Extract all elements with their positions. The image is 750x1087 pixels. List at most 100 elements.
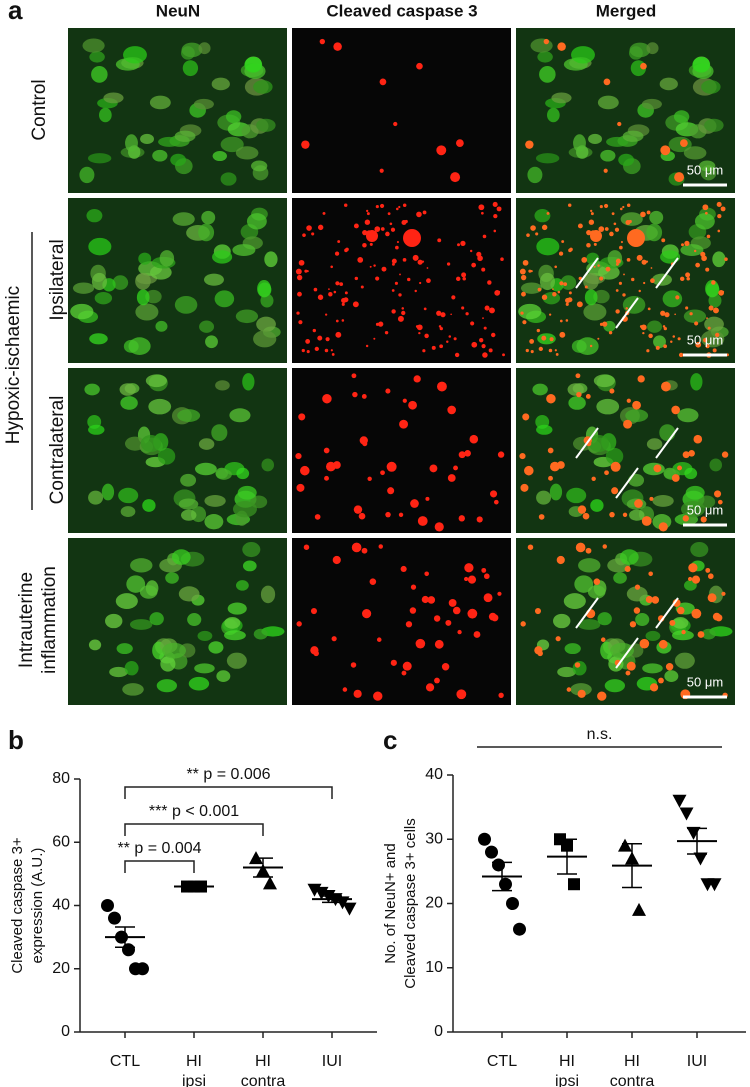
- cell: [547, 107, 560, 123]
- micrograph: [292, 28, 511, 193]
- cell: [172, 212, 195, 226]
- cell: [583, 272, 599, 290]
- red-spot: [717, 229, 721, 233]
- red-spot: [602, 321, 608, 327]
- red-spot: [483, 573, 490, 580]
- cell: [253, 80, 273, 94]
- red-spot: [462, 276, 466, 281]
- red-spot: [436, 145, 447, 156]
- cell: [692, 57, 711, 73]
- red-spot: [296, 483, 305, 492]
- red-spot: [445, 619, 452, 626]
- red-spot: [586, 230, 592, 236]
- cell: [91, 65, 108, 83]
- red-spot: [434, 522, 444, 532]
- cell: [597, 95, 619, 110]
- cell: [181, 42, 203, 58]
- red-spot: [721, 290, 725, 293]
- red-spot: [707, 573, 714, 580]
- cell: [88, 424, 105, 435]
- red-spot: [339, 282, 344, 287]
- cell: [705, 280, 720, 298]
- row-label: Contralateral: [47, 396, 68, 505]
- red-spot: [304, 269, 308, 273]
- cell: [574, 575, 594, 593]
- red-spot: [620, 240, 624, 244]
- red-spot: [552, 292, 557, 297]
- y-axis-label: expression (A.U.): [29, 848, 46, 964]
- cell: [645, 630, 661, 642]
- red-spot: [374, 226, 381, 233]
- cell: [520, 282, 543, 294]
- red-spot: [639, 638, 650, 649]
- red-spot: [643, 281, 646, 285]
- red-spot: [678, 352, 684, 358]
- red-spot: [492, 201, 498, 207]
- red-spot: [296, 311, 300, 315]
- cell: [140, 434, 162, 452]
- cell: [662, 290, 683, 308]
- red-spot: [402, 203, 407, 207]
- data-point: [499, 877, 512, 891]
- red-spot: [589, 344, 593, 348]
- red-spot: [335, 319, 339, 323]
- red-spot: [379, 168, 384, 173]
- red-spot: [520, 621, 526, 627]
- red-spot: [581, 257, 588, 263]
- red-spot: [361, 547, 368, 554]
- red-spot: [366, 230, 378, 242]
- cell: [253, 628, 268, 640]
- cell: [642, 663, 663, 674]
- red-spot: [390, 659, 397, 666]
- red-spot: [549, 313, 552, 316]
- red-spot: [296, 621, 302, 627]
- red-spot: [481, 567, 487, 573]
- cell: [162, 642, 186, 659]
- red-spot: [425, 683, 435, 692]
- red-spot: [328, 292, 333, 297]
- red-spot: [457, 629, 462, 635]
- cell: [709, 458, 723, 472]
- red-spot: [599, 276, 604, 281]
- cell: [253, 330, 277, 348]
- red-spot: [331, 353, 335, 356]
- red-spot: [530, 350, 534, 354]
- cell: [216, 670, 231, 682]
- red-spot: [713, 490, 722, 498]
- data-point: [478, 832, 491, 846]
- cell: [683, 146, 707, 160]
- cell: [124, 436, 145, 451]
- significance-label: n.s.: [587, 726, 613, 743]
- red-spot: [298, 413, 306, 421]
- red-spot: [691, 575, 701, 584]
- red-spot: [688, 563, 698, 573]
- significance-label: ** p = 0.006: [186, 766, 270, 783]
- cell: [88, 490, 104, 505]
- red-spot: [638, 289, 641, 293]
- cell: [536, 490, 552, 505]
- data-point: [693, 852, 708, 866]
- red-spot: [319, 38, 326, 45]
- red-spot: [367, 476, 372, 482]
- red-spot: [402, 257, 407, 262]
- significance-label: *** p < 0.001: [149, 803, 239, 820]
- cell: [136, 289, 150, 306]
- cell: [571, 46, 595, 64]
- red-spot: [398, 512, 404, 518]
- cell: [94, 291, 113, 305]
- red-spot: [353, 223, 359, 229]
- red-spot: [681, 243, 685, 247]
- red-spot: [566, 687, 572, 692]
- cell: [204, 494, 226, 507]
- red-spot: [464, 563, 474, 573]
- red-spot: [386, 461, 397, 472]
- cell: [124, 661, 139, 676]
- data-point: [632, 902, 646, 916]
- red-spot: [469, 434, 479, 444]
- red-spot: [561, 240, 565, 243]
- red-spot: [416, 62, 423, 70]
- red-spot: [453, 465, 458, 471]
- data-point: [122, 943, 135, 957]
- column-header: Merged: [596, 1, 656, 20]
- cell: [160, 656, 176, 672]
